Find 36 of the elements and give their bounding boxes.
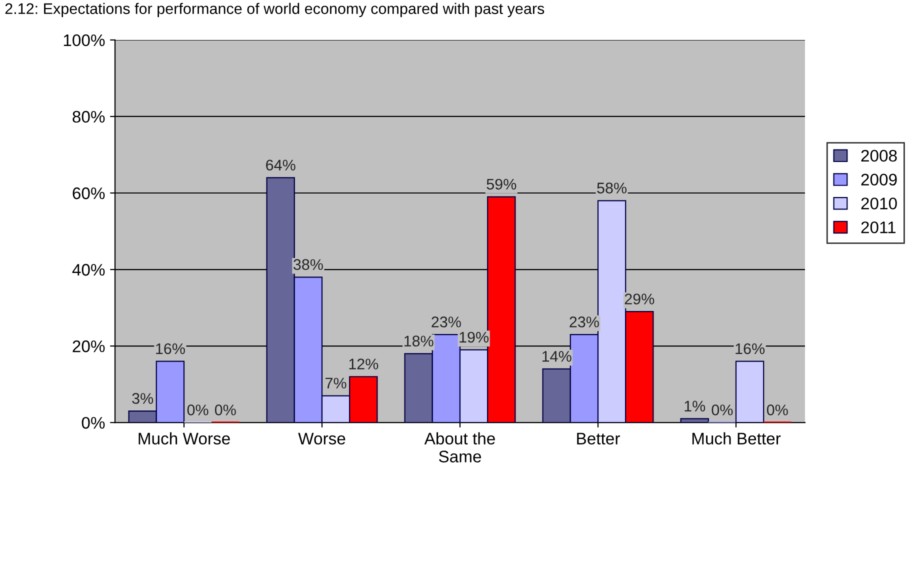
data-label: 19% bbox=[460, 332, 489, 343]
y-tick-label: 60% bbox=[72, 187, 105, 200]
data-label: 0% bbox=[766, 404, 788, 416]
data-label: 58% bbox=[597, 182, 627, 194]
y-tick-label: 0% bbox=[82, 416, 105, 429]
data-label: 0% bbox=[214, 404, 236, 416]
data-label: 23% bbox=[432, 316, 461, 328]
y-tick-label: 80% bbox=[72, 110, 105, 123]
y-tick-label: 20% bbox=[72, 340, 105, 352]
data-label: 29% bbox=[624, 294, 654, 304]
data-label: 1% bbox=[684, 400, 706, 412]
data-label: 16% bbox=[736, 343, 765, 354]
data-label: 64% bbox=[266, 160, 296, 171]
data-label: 12% bbox=[349, 358, 378, 370]
data-label: 14% bbox=[542, 351, 572, 362]
legend-label: 2009 bbox=[861, 174, 897, 186]
data-label: 0% bbox=[187, 404, 208, 416]
data-label: 18% bbox=[404, 336, 434, 346]
y-tick-label: 40% bbox=[72, 264, 105, 276]
data-label: 3% bbox=[132, 393, 154, 404]
legend-label: 2010 bbox=[861, 198, 897, 210]
x-tick-label: About the Same bbox=[424, 432, 495, 462]
data-label: 59% bbox=[486, 178, 516, 190]
legend-label: 2008 bbox=[861, 150, 897, 162]
legend-label: 2011 bbox=[861, 221, 896, 234]
x-tick-label: Much Better bbox=[692, 432, 781, 445]
x-tick-label: Worse bbox=[298, 432, 346, 445]
data-label: 38% bbox=[293, 259, 323, 270]
x-tick-label: Better bbox=[577, 432, 620, 445]
data-label: 16% bbox=[156, 343, 185, 354]
x-tick-label: Much Worse bbox=[138, 432, 230, 445]
y-tick-label: 100% bbox=[64, 34, 105, 46]
data-label: 7% bbox=[326, 378, 346, 389]
chart-title: 2.12: Expectations for performance of world economy compared with past years bbox=[5, 2, 544, 18]
data-label: 0% bbox=[712, 404, 733, 416]
data-label: 23% bbox=[570, 316, 599, 328]
